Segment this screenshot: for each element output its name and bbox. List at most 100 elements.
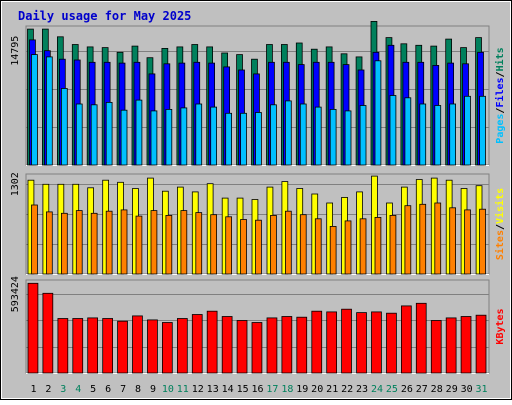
x-tick-label: 18 — [281, 384, 293, 395]
bar-sites-17 — [270, 214, 277, 275]
bar-sites-30 — [464, 209, 471, 275]
bar-sites-23 — [359, 218, 367, 275]
bar-kbytes-27 — [415, 302, 427, 374]
bar-pages-9 — [150, 110, 158, 166]
legend-item: / — [495, 108, 506, 114]
chart-inner-bevel — [1, 1, 511, 399]
bar-pages-21 — [329, 109, 337, 166]
bar-sites-28 — [434, 202, 442, 275]
bar-kbytes-25 — [386, 312, 397, 374]
x-tick-label: 1 — [30, 384, 36, 395]
bar-sites-3 — [61, 212, 68, 275]
legend-item: / — [495, 224, 506, 230]
bar-kbytes-4 — [72, 318, 84, 374]
bar-kbytes-31 — [475, 314, 487, 374]
legend-item: Visits — [494, 188, 506, 224]
bar-sites-14 — [225, 216, 232, 275]
bar-sites-21 — [329, 225, 337, 275]
legend-kbytes: KBytes — [495, 308, 506, 344]
x-tick-label: 30 — [461, 384, 473, 395]
x-tick-label: 26 — [401, 384, 413, 395]
bar-pages-28 — [434, 105, 442, 166]
bar-kbytes-2 — [42, 292, 54, 374]
bar-pages-23 — [359, 105, 367, 166]
x-tick-label: 5 — [90, 384, 96, 395]
legend-item: Files — [494, 77, 506, 107]
x-tick-label: 29 — [446, 384, 458, 395]
bar-kbytes-9 — [147, 319, 158, 374]
x-tick-label: 8 — [135, 384, 141, 395]
bar-kbytes-12 — [191, 314, 203, 374]
legend-item: Pages — [495, 114, 506, 144]
bar-kbytes-8 — [132, 315, 143, 374]
bar-kbytes-3 — [57, 318, 69, 374]
x-tick-label: 15 — [237, 384, 249, 395]
bar-pages-18 — [284, 100, 292, 166]
bar-sites-5 — [90, 212, 98, 275]
x-tick-label: 31 — [475, 384, 487, 395]
bar-kbytes-10 — [161, 322, 173, 374]
bar-sites-10 — [165, 214, 173, 275]
bar-sites-22 — [344, 220, 352, 275]
bar-pages-10 — [165, 109, 173, 166]
bar-sites-12 — [195, 212, 203, 275]
y-tick-label: 1302 — [10, 172, 21, 196]
bar-pages-7 — [120, 109, 128, 166]
bar-pages-12 — [195, 103, 203, 166]
x-tick-label: 16 — [251, 384, 263, 395]
bar-kbytes-29 — [445, 317, 457, 374]
bar-sites-15 — [240, 219, 247, 275]
x-tick-label: 11 — [177, 384, 189, 395]
bar-kbytes-30 — [460, 316, 472, 374]
x-tick-label: 27 — [416, 384, 428, 395]
x-tick-label: 28 — [431, 384, 443, 395]
bar-pages-29 — [449, 103, 457, 166]
x-tick-label: 6 — [105, 384, 111, 395]
bar-kbytes-21 — [326, 311, 338, 374]
x-tick-label: 22 — [341, 384, 353, 395]
bar-sites-2 — [46, 211, 53, 275]
bar-sites-4 — [75, 210, 83, 275]
bar-pages-15 — [240, 112, 247, 166]
bar-pages-24 — [374, 60, 382, 166]
bar-pages-26 — [404, 97, 412, 166]
bar-pages-25 — [389, 95, 397, 166]
bar-pages-3 — [61, 88, 68, 166]
kbytes-panel: 593424 KBytes — [10, 276, 506, 374]
bar-sites-25 — [389, 214, 397, 275]
bar-pages-27 — [419, 103, 427, 166]
x-tick-label: 3 — [60, 384, 66, 395]
bar-sites-20 — [314, 218, 322, 275]
bar-sites-29 — [449, 207, 457, 275]
legend-item: KBytes — [495, 308, 506, 344]
x-tick-label: 25 — [386, 384, 398, 395]
bar-sites-1 — [31, 204, 38, 275]
bar-kbytes-13 — [206, 310, 218, 374]
bar-kbytes-15 — [236, 320, 248, 374]
bar-kbytes-14 — [221, 316, 233, 374]
bar-sites-19 — [299, 214, 307, 275]
x-axis: 1 2 3 4 5 6 7 8 9 10 11 12 13 14 15 16 17 18 19 20 21 22 23 24 2… — [30, 384, 487, 395]
bar-pages-31 — [479, 95, 486, 166]
bar-sites-16 — [255, 219, 262, 275]
bar-pages-19 — [299, 103, 307, 166]
legend-item: Sites — [494, 230, 506, 260]
bar-kbytes-19 — [296, 316, 308, 374]
bar-sites-31 — [479, 208, 486, 275]
bar-sites-9 — [150, 210, 158, 275]
chart-title: Daily usage for May 2025 — [18, 9, 191, 23]
bar-pages-1 — [31, 54, 38, 166]
legend-item: Hits — [494, 47, 506, 71]
bar-kbytes-1 — [27, 282, 39, 374]
bar-kbytes-23 — [356, 312, 367, 374]
bar-kbytes-18 — [281, 316, 293, 374]
legend-hits: Pages/Files/Hits — [494, 47, 506, 143]
chart-panels: 14795Pages/Files/Hits1302Sites/Visits593… — [10, 20, 506, 374]
bar-kbytes-22 — [341, 308, 352, 374]
bar-pages-13 — [210, 106, 217, 166]
bar-pages-11 — [180, 107, 188, 166]
bar-kbytes-11 — [176, 318, 188, 374]
bar-pages-8 — [135, 99, 143, 166]
bar-pages-16 — [255, 112, 262, 166]
